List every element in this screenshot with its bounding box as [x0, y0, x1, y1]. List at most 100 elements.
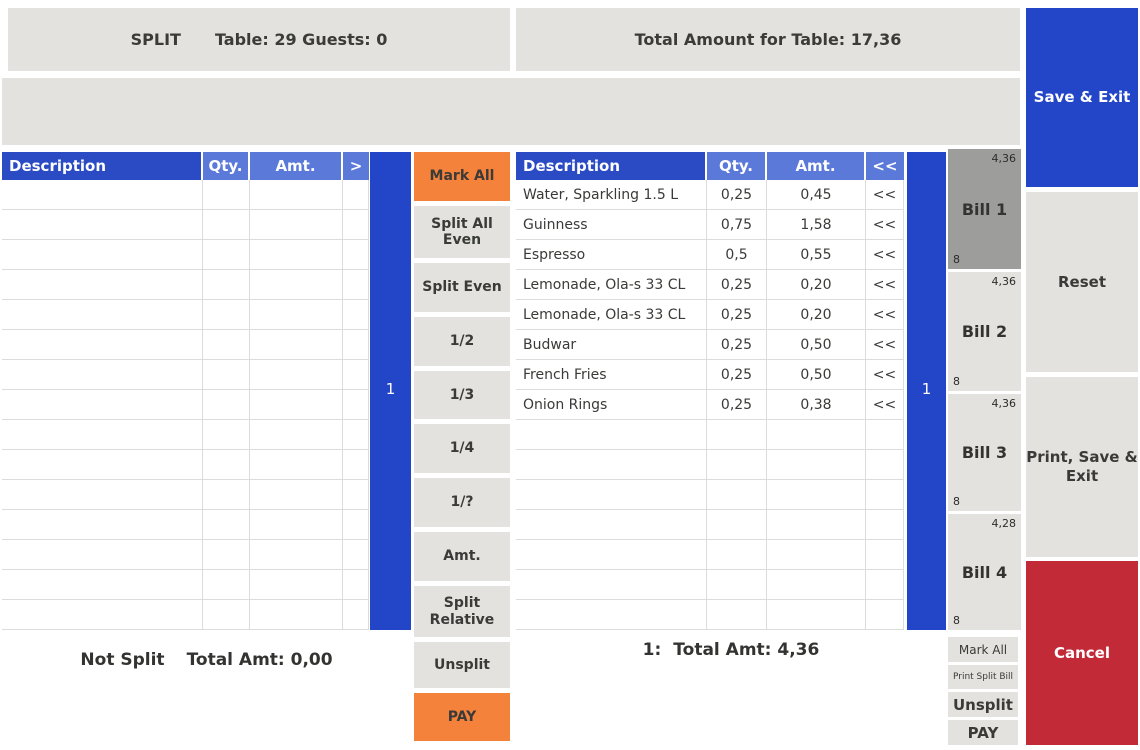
move-item-cell — [343, 240, 369, 269]
split-button-split-all-even[interactable]: Split All Even — [414, 206, 510, 258]
item-description — [2, 300, 203, 329]
table-total-label: Total Amount for Table: 17,36 — [634, 30, 902, 49]
secondary-header-band — [2, 78, 1020, 145]
bill-guest-count: 8 — [953, 614, 960, 627]
table-row — [516, 480, 904, 510]
bill-name: Bill 2 — [961, 322, 1008, 341]
move-item-cell — [343, 510, 369, 539]
move-item-cell — [866, 480, 904, 509]
table-row: Budwar 0,25 0,50 << — [516, 330, 904, 360]
reset-button[interactable]: Reset — [1026, 192, 1138, 372]
item-qty — [203, 360, 250, 389]
cancel-button[interactable]: Cancel — [1026, 561, 1138, 745]
split-button-mark-all[interactable]: Mark All — [414, 152, 510, 201]
move-item-cell — [343, 540, 369, 569]
item-qty — [203, 600, 250, 629]
item-qty — [203, 510, 250, 539]
item-amt: 0,50 — [767, 330, 866, 359]
split-button-1-3[interactable]: 1/3 — [414, 371, 510, 419]
bill-tab-3[interactable]: 4,36 Bill 3 8 — [948, 394, 1021, 511]
item-description: Guinness — [516, 210, 707, 239]
split-button-amt-[interactable]: Amt. — [414, 532, 510, 581]
table-row — [2, 540, 369, 570]
table-row — [516, 540, 904, 570]
move-item-cell — [343, 330, 369, 359]
item-amt — [767, 510, 866, 539]
item-amt — [250, 300, 343, 329]
item-amt: 0,45 — [767, 180, 866, 209]
table-row — [2, 270, 369, 300]
move-item-cell[interactable]: << — [866, 300, 904, 329]
split-button-1-[interactable]: 1/? — [414, 478, 510, 527]
item-description — [2, 510, 203, 539]
bill-action-print-split-bill[interactable]: Print Split Bill — [948, 665, 1018, 689]
item-qty: 0,25 — [707, 330, 767, 359]
move-item-cell — [343, 360, 369, 389]
item-qty — [203, 480, 250, 509]
item-description — [516, 540, 707, 569]
not-split-label: Not Split — [80, 650, 165, 670]
move-item-cell — [343, 420, 369, 449]
save-exit-button[interactable]: Save & Exit — [1026, 8, 1138, 187]
bill-tab-2[interactable]: 4,36 Bill 2 8 — [948, 272, 1021, 391]
item-description — [2, 360, 203, 389]
split-button-pay[interactable]: PAY — [414, 693, 510, 741]
item-description — [2, 390, 203, 419]
move-item-cell[interactable]: << — [866, 210, 904, 239]
right-move-all-header[interactable]: << — [866, 152, 904, 180]
item-qty — [203, 540, 250, 569]
table-row — [2, 360, 369, 390]
split-button-unsplit[interactable]: Unsplit — [414, 642, 510, 688]
item-qty — [707, 600, 767, 629]
table-row — [2, 570, 369, 600]
split-button-split-even[interactable]: Split Even — [414, 263, 510, 312]
move-item-cell — [343, 300, 369, 329]
move-item-cell[interactable]: << — [866, 270, 904, 299]
item-description: Lemonade, Ola-s 33 CL — [516, 270, 707, 299]
bill-action-mark-all[interactable]: Mark All — [948, 637, 1018, 662]
table-row — [516, 450, 904, 480]
bill-amount: 4,28 — [991, 517, 1017, 530]
bill-tab-1[interactable]: 4,36 Bill 1 8 — [948, 149, 1021, 269]
split-button-split-relative[interactable]: Split Relative — [414, 586, 510, 637]
item-qty — [707, 570, 767, 599]
right-bar-bill-number: 1 — [921, 380, 932, 398]
item-description — [2, 240, 203, 269]
right-split-indicator-bar: 1 — [907, 152, 946, 630]
item-amt — [250, 450, 343, 479]
move-item-cell[interactable]: << — [866, 180, 904, 209]
table-row — [2, 450, 369, 480]
item-qty — [203, 570, 250, 599]
table-row — [2, 210, 369, 240]
table-row: Lemonade, Ola-s 33 CL 0,25 0,20 << — [516, 300, 904, 330]
move-item-cell[interactable]: << — [866, 330, 904, 359]
split-button-1-2[interactable]: 1/2 — [414, 317, 510, 366]
item-description — [2, 540, 203, 569]
right-col-description: Description — [516, 152, 707, 180]
current-bill-number: 1: — [642, 640, 662, 660]
move-item-cell[interactable]: << — [866, 360, 904, 389]
item-amt — [767, 570, 866, 599]
bill-amount: 4,36 — [991, 397, 1017, 410]
split-button-1-4[interactable]: 1/4 — [414, 424, 510, 473]
bill-amount: 4,36 — [991, 275, 1017, 288]
bill-tab-4[interactable]: 4,28 Bill 4 8 — [948, 514, 1021, 630]
item-amt — [250, 330, 343, 359]
move-item-cell[interactable]: << — [866, 390, 904, 419]
table-row — [2, 480, 369, 510]
print-save-exit-button[interactable]: Print, Save & Exit — [1026, 377, 1138, 557]
move-item-cell[interactable]: << — [866, 240, 904, 269]
bill-action-pay[interactable]: PAY — [948, 720, 1018, 745]
not-split-total: Total Amt: 0,00 — [186, 650, 333, 670]
move-item-cell — [866, 420, 904, 449]
item-description — [516, 420, 707, 449]
move-item-cell — [866, 540, 904, 569]
bill-total-footer: 1: Total Amt: 4,36 — [516, 640, 946, 660]
move-item-cell — [866, 600, 904, 629]
item-qty — [203, 180, 250, 209]
left-move-all-header[interactable]: > — [343, 152, 369, 180]
bill-name: Bill 1 — [961, 199, 1008, 219]
bill-action-unsplit[interactable]: Unsplit — [948, 692, 1018, 717]
item-amt — [250, 570, 343, 599]
